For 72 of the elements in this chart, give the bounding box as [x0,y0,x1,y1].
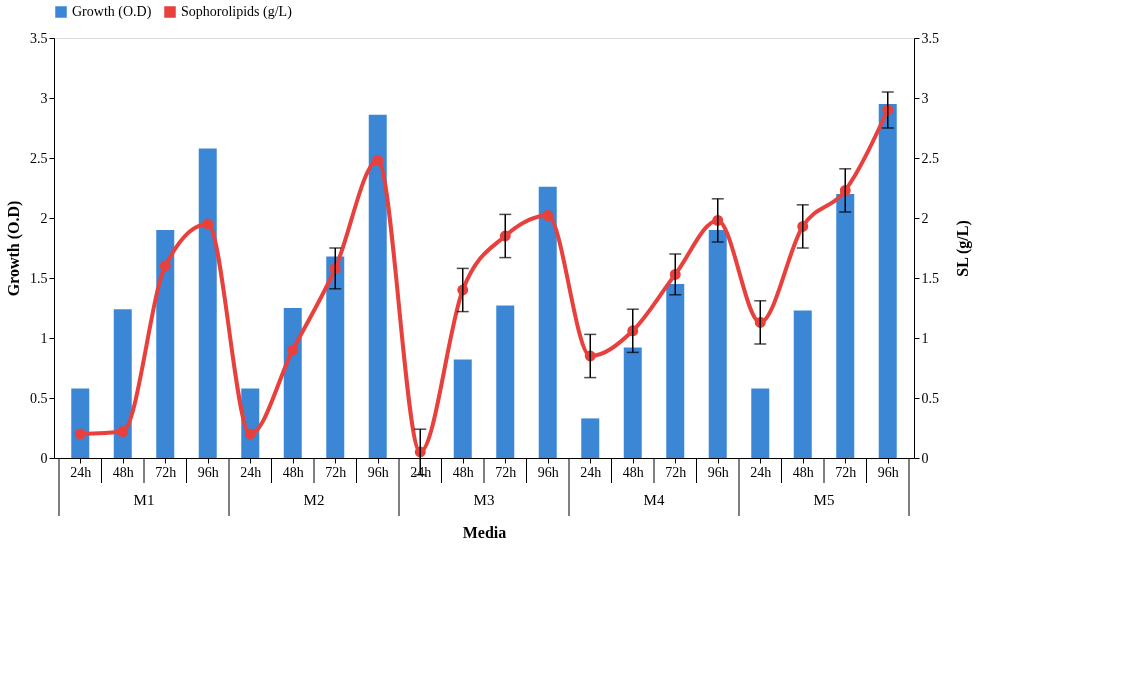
x-tick-label: 96h [707,464,729,480]
y-axis-title: Growth (O.D) [5,200,23,297]
x-tick-label: 48h [622,464,644,480]
x-tick-label: 24h [410,464,432,480]
y-tick-label: 0.5 [30,390,48,406]
y2-tick-label: 2.5 [921,150,939,166]
text: M1 [133,492,155,508]
x-tick-label: 72h [665,464,687,480]
bar [581,418,600,458]
x-axis-title: Media [462,523,507,541]
x-tick-label: 24h [750,464,772,480]
bar [326,256,345,458]
bar [198,148,217,458]
x-tick-label: 24h [580,464,602,480]
y-tick-label: 2 [40,210,48,226]
text: M3 [473,492,495,508]
bar [751,388,770,458]
x-tick-label: 48h [282,464,304,480]
point [542,210,554,222]
bar [793,310,812,458]
bar [666,284,685,458]
x-tick-label: 24h [240,464,262,480]
y-tick-label: 2.5 [30,150,48,166]
legend-label: Growth (O.D) [72,4,152,20]
legend-label: Sophorolipids (g/L) [181,4,293,20]
x-tick-label: 72h [835,464,857,480]
bar [538,186,557,458]
bar [453,359,472,458]
bar [113,309,132,458]
x-tick-label: 96h [367,464,389,480]
bar [156,230,175,458]
point [287,344,299,356]
y-tick-label: 1.5 [30,270,48,286]
x-tick-label: 48h [452,464,474,480]
x-tick-label: 96h [877,464,899,480]
point [117,426,129,438]
y2-tick-label: 1 [921,330,929,346]
text: M2 [303,492,325,508]
y2-axis-title: SL (g/L) [954,220,972,277]
point [244,428,256,440]
point [159,260,171,272]
y2-tick-label: 3.5 [921,30,939,46]
y2-tick-label: 2 [921,210,929,226]
y-tick-label: 3 [40,90,48,106]
x-tick-label: 72h [155,464,177,480]
bar [836,194,855,458]
x-tick-label: 72h [495,464,517,480]
x-tick-label: 72h [325,464,347,480]
x-tick-label: 48h [112,464,134,480]
y2-tick-label: 0 [921,450,929,466]
x-tick-label: 96h [197,464,219,480]
x-tick-label: 96h [537,464,559,480]
x-tick-label: 24h [70,464,92,480]
y-tick-label: 0 [40,450,48,466]
y2-tick-label: 0.5 [921,390,939,406]
y2-tick-label: 3 [921,90,929,106]
bar [708,230,727,458]
y-tick-label: 1 [40,330,48,346]
bar [71,388,90,458]
point [372,154,384,166]
y-tick-label: 3.5 [30,30,48,46]
point [74,428,86,440]
text: M5 [813,492,835,508]
bar [623,347,642,458]
x-tick-label: 48h [792,464,814,480]
bar [496,305,515,458]
bar [283,308,302,458]
point [202,218,214,230]
text: M4 [643,492,665,508]
bar [368,114,387,458]
y2-tick-label: 1.5 [921,270,939,286]
bar [878,104,897,458]
